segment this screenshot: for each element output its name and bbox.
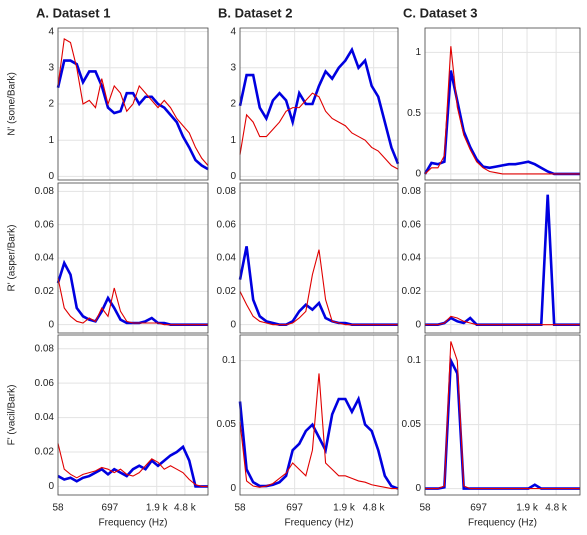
y-tick-label: 0 — [415, 483, 421, 494]
y-tick-label: 0.02 — [35, 286, 55, 297]
y-tick-label: 3 — [230, 62, 236, 73]
y-tick-label: 4 — [230, 26, 236, 37]
y-tick-label: 1 — [48, 135, 54, 146]
y-tick-label: 1 — [415, 47, 421, 58]
y-tick-label: 2 — [48, 99, 54, 110]
y-tick-label: 0.02 — [217, 286, 237, 297]
panel-title: B. Dataset 2 — [218, 5, 292, 20]
y-tick-label: 0 — [48, 481, 54, 492]
series-line — [238, 395, 399, 490]
y-tick-label: 3 — [48, 62, 54, 73]
series-line — [57, 444, 208, 488]
x-tick-label: 1.9 k — [146, 503, 169, 514]
series-line — [57, 443, 208, 487]
y-tick-label: 0.08 — [35, 343, 55, 354]
x-tick-label: 697 — [286, 503, 303, 514]
series-line — [238, 46, 400, 165]
plot-frame — [57, 27, 209, 181]
y-tick-label: 0.02 — [402, 286, 422, 297]
y-tick-label: 0.1 — [222, 355, 236, 366]
y-tick-label: 0.04 — [217, 253, 237, 264]
x-tick-label: 58 — [52, 503, 64, 514]
y-tick-label: 0.06 — [35, 219, 55, 230]
x-tick-label: 1.9 k — [333, 503, 356, 514]
y-tick-label: 4 — [48, 26, 54, 37]
series-line — [239, 92, 399, 170]
x-tick-label: 697 — [470, 503, 487, 514]
y-tick-label: 0.1 — [407, 355, 421, 366]
plot-frame — [57, 182, 209, 334]
series-line — [425, 341, 580, 490]
y-tick-label: 0 — [230, 319, 236, 330]
panel-title: A. Dataset 1 — [36, 5, 110, 20]
y-tick-label: 0.06 — [35, 378, 55, 389]
series-line — [239, 373, 398, 490]
plot-frame — [239, 334, 399, 496]
y-axis-label: R' (asper/Bark) — [7, 225, 18, 292]
y-tick-label: 0.02 — [35, 447, 55, 458]
x-tick-label: 4.8 k — [363, 503, 386, 514]
series-line — [57, 277, 208, 326]
y-tick-label: 0.04 — [35, 253, 55, 264]
series-line — [239, 249, 398, 326]
y-tick-label: 0.05 — [217, 419, 237, 430]
x-tick-label: 4.8 k — [545, 503, 568, 514]
y-tick-label: 0.06 — [402, 219, 422, 230]
y-tick-label: 0 — [48, 319, 54, 330]
plot-frame — [239, 182, 399, 334]
plot-frame — [57, 334, 209, 496]
y-tick-label: 0.08 — [35, 186, 55, 197]
y-tick-label: 2 — [230, 99, 236, 110]
y-axis-label: N' (sone/Bark) — [7, 72, 18, 136]
y-tick-label: 0.5 — [407, 108, 421, 119]
plot-frame — [424, 27, 581, 181]
y-axis-label: F' (vacil/Bark) — [7, 385, 18, 446]
series-line — [56, 59, 209, 171]
x-tick-label: 58 — [419, 503, 431, 514]
panel-title: C. Dataset 3 — [403, 5, 477, 20]
y-tick-label: 0 — [230, 483, 236, 494]
x-axis-label: Frequency (Hz) — [99, 518, 168, 529]
series-line — [57, 37, 209, 166]
x-axis-label: Frequency (Hz) — [468, 518, 537, 529]
x-tick-label: 1.9 k — [516, 503, 539, 514]
x-tick-label: 697 — [102, 503, 119, 514]
x-tick-label: 58 — [234, 503, 246, 514]
plot-frame — [239, 27, 399, 181]
y-tick-label: 0.05 — [402, 419, 422, 430]
y-tick-label: 0.08 — [217, 186, 237, 197]
y-tick-label: 0 — [415, 319, 421, 330]
y-tick-label: 0.06 — [217, 219, 237, 230]
y-tick-label: 0 — [415, 169, 421, 180]
y-tick-label: 0 — [230, 171, 236, 182]
series-line — [425, 315, 580, 326]
y-tick-label: 0.04 — [35, 412, 55, 423]
series-line — [424, 46, 580, 175]
plot-frame — [424, 334, 581, 496]
y-tick-label: 0.08 — [402, 186, 422, 197]
x-tick-label: 4.8 k — [174, 503, 197, 514]
y-tick-label: 1 — [230, 135, 236, 146]
x-axis-label: Frequency (Hz) — [285, 518, 354, 529]
plot-frame — [424, 182, 581, 334]
y-tick-label: 0.04 — [402, 253, 422, 264]
y-tick-label: 0 — [48, 171, 54, 182]
